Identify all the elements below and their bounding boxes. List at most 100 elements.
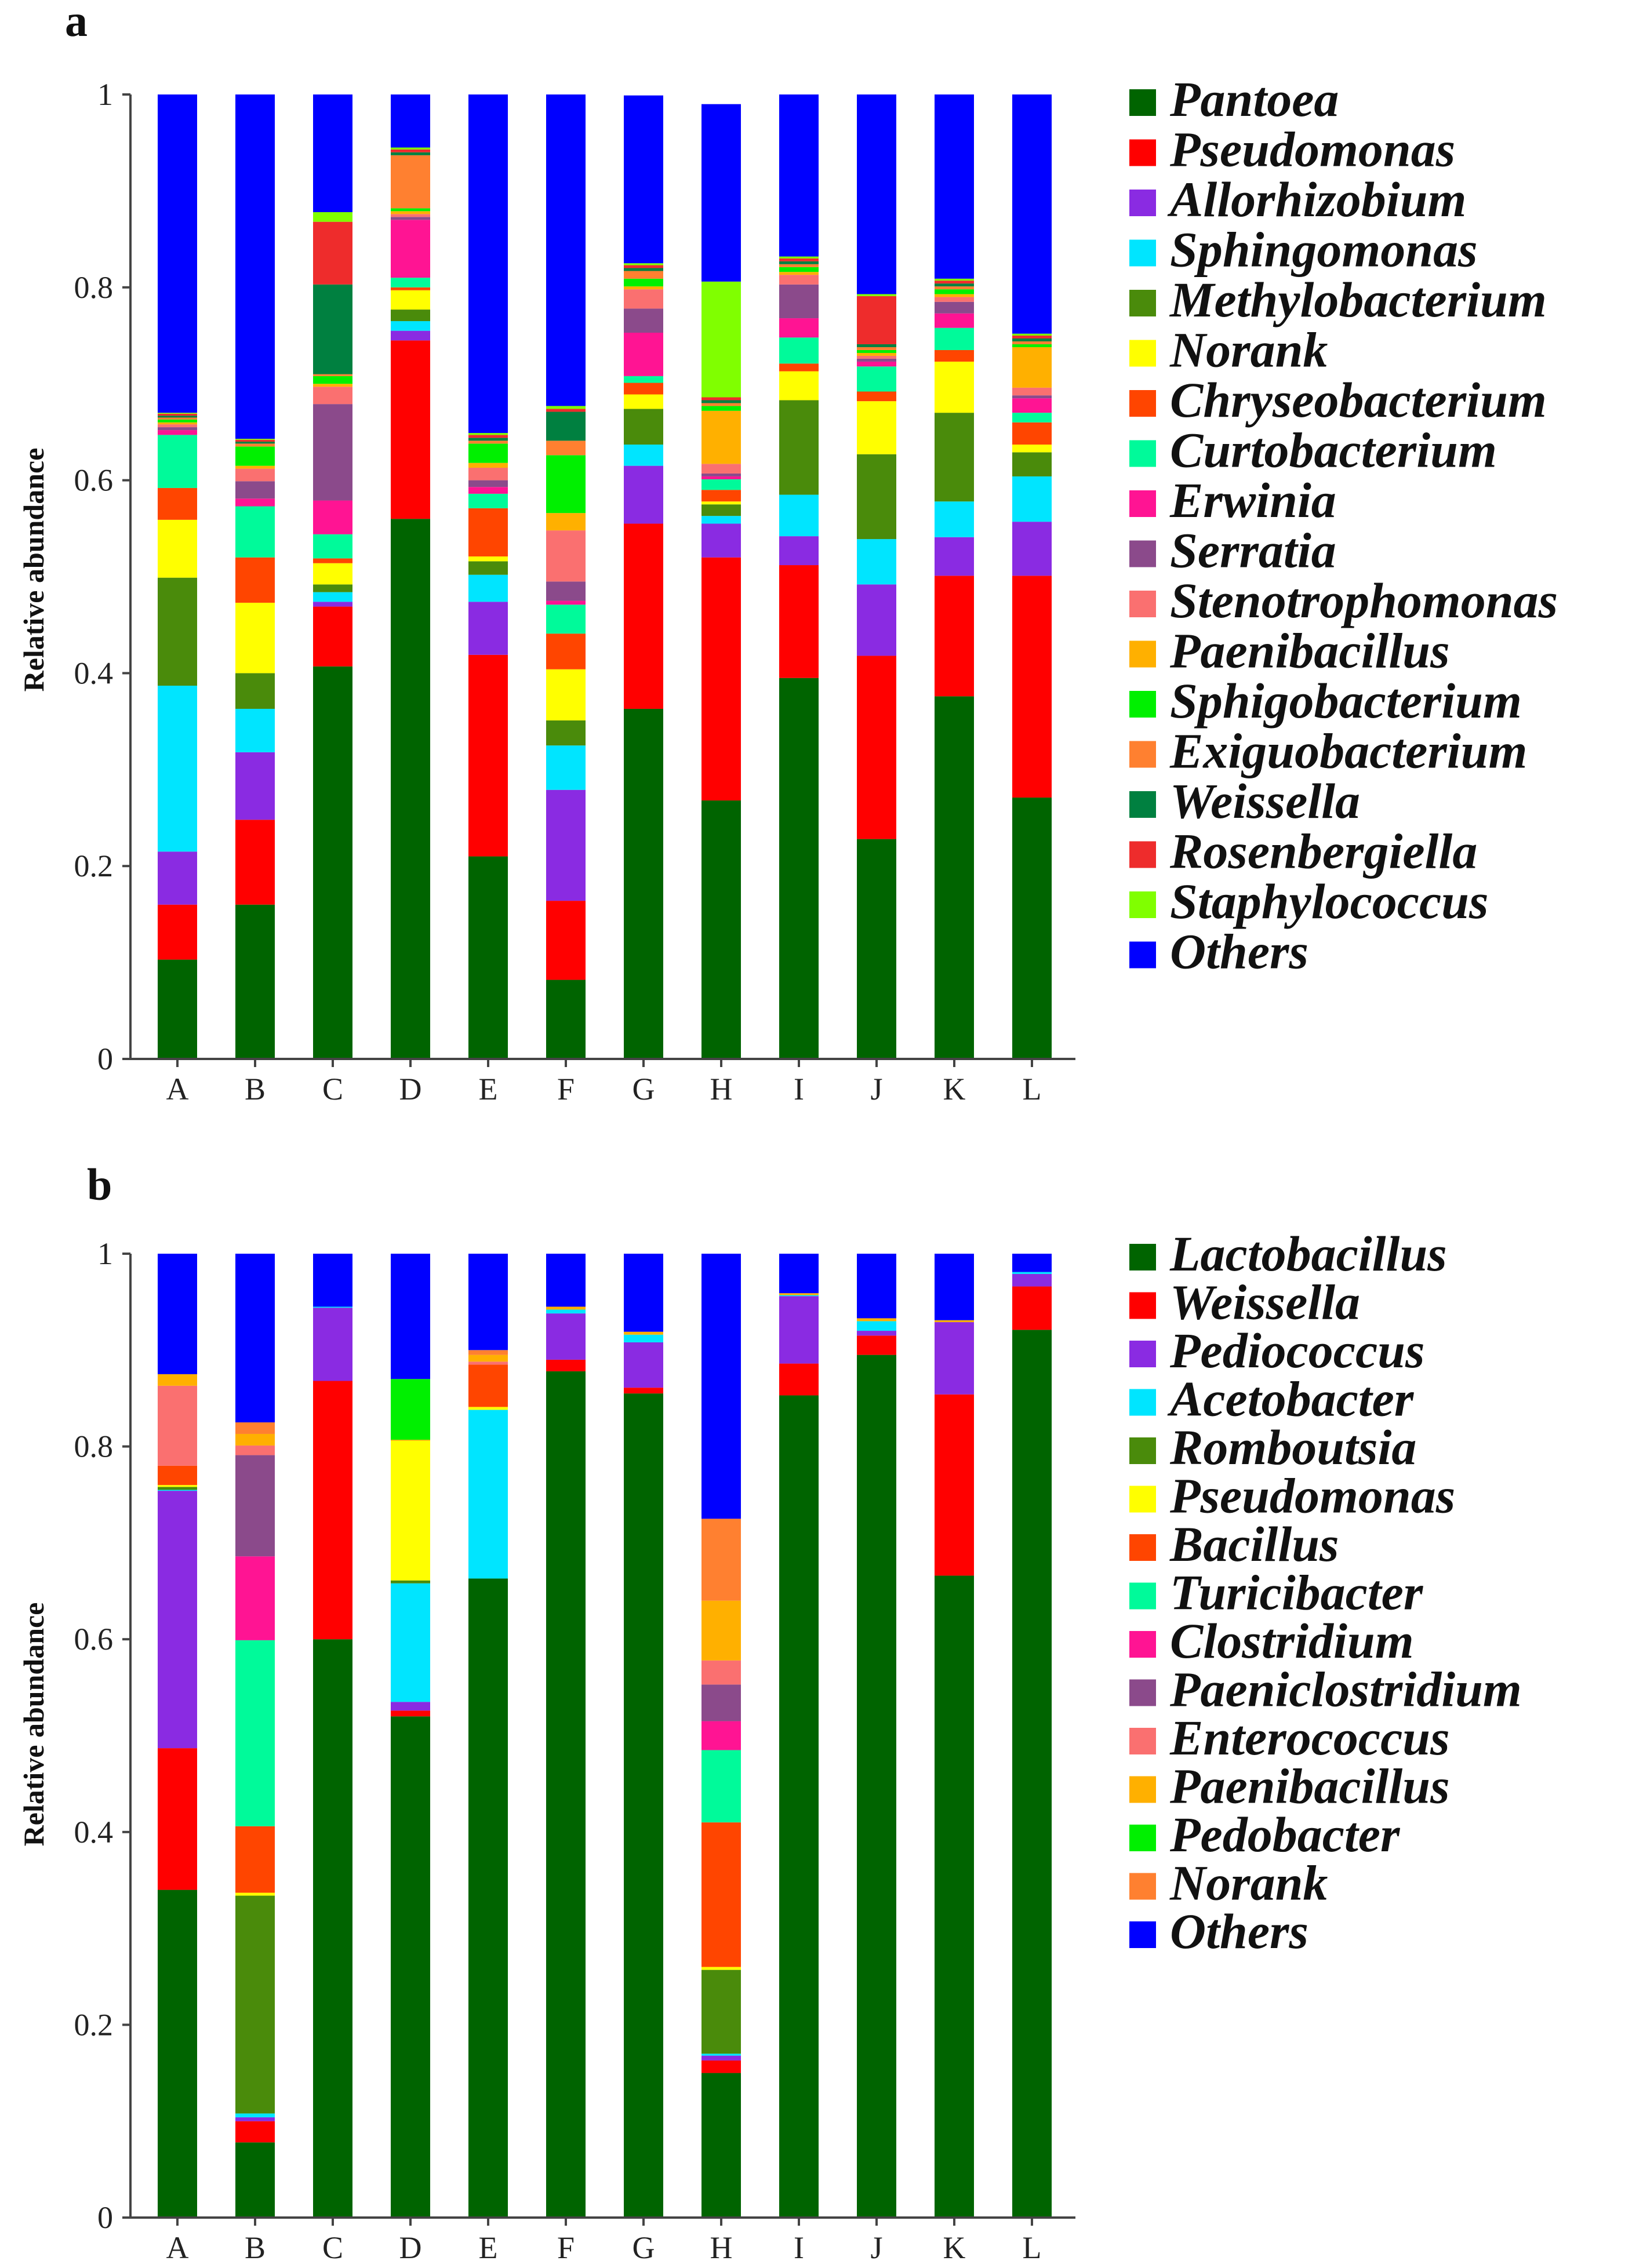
bar-segment-pediococcus-a xyxy=(158,1491,197,1749)
bar-segment-erwinia-d xyxy=(391,220,430,278)
legend-swatch xyxy=(1129,1244,1156,1270)
bar-segment-allorhizobium-i xyxy=(779,536,819,566)
x-tick-label-g: G xyxy=(633,1072,655,1106)
legend-label: Rosenbergiella xyxy=(1169,824,1477,879)
legend-swatch xyxy=(1129,239,1156,267)
bar-segment-pediococcus-c xyxy=(313,1308,352,1381)
bar-segment-acetobacter-j xyxy=(857,1321,896,1331)
bar-segment-weissella-g xyxy=(624,1388,663,1394)
bar-segment-serratia-g xyxy=(624,308,663,333)
bar-segment-allorhizobium-j xyxy=(857,584,896,656)
bar-segment-weissella-a xyxy=(158,1748,197,1890)
bar-stack-e xyxy=(468,94,508,1059)
bar-segment-paenibacillus-h xyxy=(701,1600,741,1661)
legend-swatch xyxy=(1129,941,1156,969)
bar-segment-erwinia-j xyxy=(857,361,896,367)
bar-segment-methylobacterium-j xyxy=(857,454,896,540)
panel-b-legend: LactobacillusWeissellaPediococcusAcetoba… xyxy=(1129,1226,1522,1959)
bar-segment-pantoea-f xyxy=(546,980,586,1059)
bar-segment-serratia-c xyxy=(313,404,352,501)
legend-item-exiguobacterium: Exiguobacterium xyxy=(1129,723,1527,779)
bar-stack-h xyxy=(701,104,741,1059)
bar-segment-paenibacillus-b xyxy=(235,1433,275,1446)
legend-label: Paenibacillus xyxy=(1169,623,1450,679)
x-tick-label-b: B xyxy=(245,1072,266,1106)
bar-segment-curtobacterium-l xyxy=(1012,413,1052,423)
bar-stack-d xyxy=(391,1254,430,2218)
legend-swatch xyxy=(1129,1921,1156,1948)
bar-segment-sphigobacterium-l xyxy=(1012,344,1052,347)
legend-label: Lactobacillus xyxy=(1169,1226,1447,1282)
legend-label: Sphigobacterium xyxy=(1170,673,1522,729)
x-tick-label-b: B xyxy=(245,2230,266,2265)
legend-label: Pantoea xyxy=(1169,71,1339,127)
bar-segment-paenibacillus-g xyxy=(624,286,663,290)
bar-segment-paenibacillus-f xyxy=(546,1306,586,1310)
panel-a-axes: 0 0.2 0.4 0.6 0.8 1 A B C D E F G H I J K L xyxy=(74,77,1075,1106)
bar-segment-sphingomonas-a xyxy=(158,686,197,852)
bar-segment-serratia-d xyxy=(391,217,430,220)
bar-segment-stenotrophomonas-f xyxy=(546,530,586,582)
bar-segment-allorhizobium-g xyxy=(624,465,663,524)
bar-segment-methylobacterium-e xyxy=(468,561,508,575)
bar-segment-pantoea-j xyxy=(857,839,896,1059)
legend-label: Pediococcus xyxy=(1169,1323,1424,1378)
bar-segment-staphylococcus-h xyxy=(701,281,741,398)
bar-segment-norank-e xyxy=(468,556,508,562)
bar-segment-others-c xyxy=(313,1254,352,1307)
bar-segment-pseudomonas-c xyxy=(313,606,352,667)
x-tick-label-i: I xyxy=(794,2230,804,2265)
bar-segment-curtobacterium-e xyxy=(468,493,508,508)
bar-segment-lactobacillus-g xyxy=(624,1393,663,2218)
bar-segment-sphigobacterium-d xyxy=(391,208,430,212)
bar-segment-sphingomonas-c xyxy=(313,592,352,602)
bar-segment-others-a xyxy=(158,94,197,413)
legend-item-turicibacter: Turicibacter xyxy=(1129,1565,1424,1621)
bar-segment-allorhizobium-b xyxy=(235,752,275,820)
bar-stack-l xyxy=(1012,94,1052,1059)
bar-segment-acetobacter-e xyxy=(468,1410,508,1579)
legend-item-chryseobacterium: Chryseobacterium xyxy=(1129,372,1547,428)
bar-segment-allorhizobium-a xyxy=(158,851,197,905)
bar-segment-chryseobacterium-k xyxy=(935,350,974,362)
bar-segment-acetobacter-g xyxy=(624,1334,663,1342)
bar-segment-norank-c xyxy=(313,563,352,585)
bar-segment-paenibacillus-d xyxy=(391,211,430,214)
bar-segment-others-a xyxy=(158,1254,197,1374)
bar-segment-chryseobacterium-j xyxy=(857,391,896,402)
bar-segment-chryseobacterium-a xyxy=(158,487,197,520)
bar-segment-paenibacillus-a xyxy=(158,1374,197,1386)
bar-segment-acetobacter-a xyxy=(158,1490,197,1491)
bar-segment-rosenbergiella-i xyxy=(779,258,819,261)
bar-segment-pseudomonas-k xyxy=(935,576,974,697)
bar-stack-c xyxy=(313,94,352,1059)
bar-segment-curtobacterium-a xyxy=(158,435,197,488)
bar-stack-b xyxy=(235,1254,275,2218)
bar-segment-rosenbergiella-a xyxy=(158,413,197,416)
bar-segment-methylobacterium-f xyxy=(546,720,586,746)
bar-stack-g xyxy=(624,95,663,1059)
bar-segment-pedobacter-d xyxy=(391,1379,430,1440)
panel-a-y-axis-title: Relative abundance xyxy=(17,448,50,692)
legend-label: Erwinia xyxy=(1169,472,1336,528)
bar-segment-pantoea-e xyxy=(468,856,508,1059)
bar-segment-stenotrophomonas-b xyxy=(235,468,275,482)
x-tick-label-d: D xyxy=(399,2230,422,2265)
legend-item-norank: Norank xyxy=(1129,1855,1328,1911)
bar-segment-chryseobacterium-h xyxy=(701,490,741,502)
legend-swatch xyxy=(1129,1389,1156,1416)
bar-segment-sphingomonas-f xyxy=(546,745,586,790)
bar-segment-lactobacillus-i xyxy=(779,1395,819,2218)
bar-segment-curtobacterium-h xyxy=(701,479,741,490)
bar-segment-sphigobacterium-g xyxy=(624,278,663,287)
bar-segment-paenibacillus-d xyxy=(391,1439,430,1441)
bar-segment-norank-e xyxy=(468,1350,508,1355)
bar-segment-paenibacillus-b xyxy=(235,465,275,469)
bar-segment-paenibacillus-i xyxy=(779,1293,819,1295)
bar-segment-paenibacillus-l xyxy=(1012,347,1052,388)
legend-swatch xyxy=(1129,891,1156,918)
bar-segment-rosenbergiella-d xyxy=(391,149,430,152)
bar-segment-pseudomonas-d xyxy=(391,1440,430,1581)
bar-segment-sphigobacterium-e xyxy=(468,443,508,463)
legend-label: Acetobacter xyxy=(1167,1371,1415,1427)
